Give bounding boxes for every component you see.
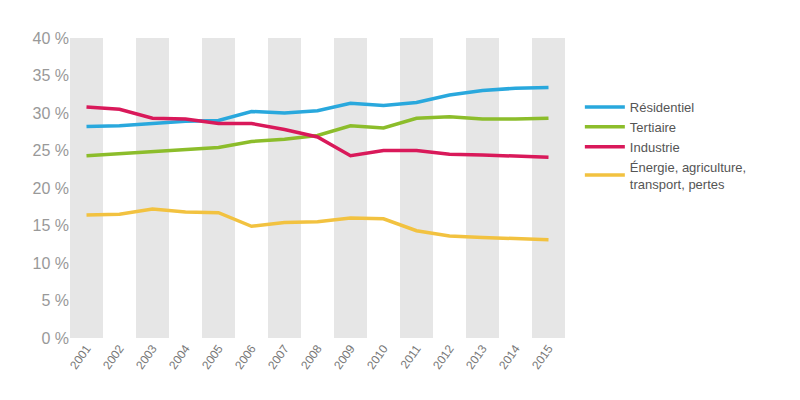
svg-text:2011: 2011	[398, 342, 424, 371]
svg-text:2002: 2002	[100, 342, 127, 372]
svg-text:5 %: 5 %	[41, 292, 69, 309]
svg-text:Tertiaire: Tertiaire	[630, 120, 676, 135]
svg-text:0 %: 0 %	[41, 330, 69, 347]
svg-text:2012: 2012	[430, 342, 457, 372]
svg-text:30 %: 30 %	[33, 105, 69, 122]
svg-text:20 %: 20 %	[33, 180, 69, 197]
svg-text:15 %: 15 %	[33, 217, 69, 234]
svg-text:2003: 2003	[133, 342, 160, 372]
svg-text:2006: 2006	[232, 342, 259, 372]
svg-text:25 %: 25 %	[33, 142, 69, 159]
svg-text:Industrie: Industrie	[630, 140, 680, 155]
svg-text:2004: 2004	[166, 342, 193, 372]
svg-text:2007: 2007	[265, 342, 292, 372]
svg-text:2009: 2009	[331, 342, 358, 372]
svg-text:2010: 2010	[364, 342, 391, 372]
svg-text:2008: 2008	[298, 342, 325, 372]
svg-text:2005: 2005	[199, 342, 226, 372]
svg-text:2013: 2013	[463, 342, 490, 372]
svg-text:2001: 2001	[67, 342, 94, 372]
svg-text:2015: 2015	[529, 342, 556, 372]
svg-text:Résidentiel: Résidentiel	[630, 100, 694, 115]
svg-text:2014: 2014	[496, 342, 523, 372]
svg-text:40 %: 40 %	[33, 30, 69, 47]
svg-text:35 %: 35 %	[33, 67, 69, 84]
svg-text:Énergie, agriculture,transport: Énergie, agriculture,transport, pertes	[630, 160, 746, 192]
svg-text:10 %: 10 %	[33, 255, 69, 272]
